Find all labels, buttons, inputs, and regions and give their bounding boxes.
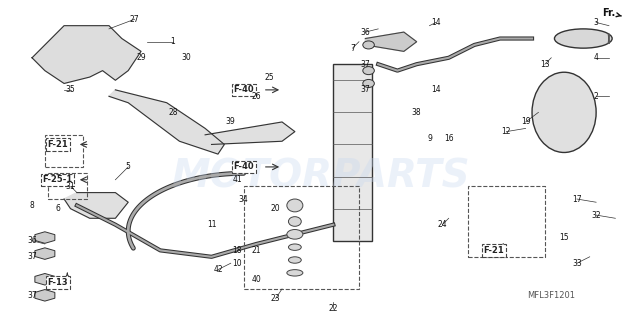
Ellipse shape	[287, 230, 303, 239]
Text: 15: 15	[559, 233, 569, 242]
Text: 36: 36	[27, 236, 37, 245]
Text: 14: 14	[431, 18, 441, 27]
Ellipse shape	[287, 270, 303, 276]
Text: 32: 32	[591, 211, 601, 220]
Text: 10: 10	[232, 259, 242, 268]
Ellipse shape	[363, 41, 374, 49]
Ellipse shape	[288, 257, 301, 263]
Text: F-13: F-13	[47, 278, 68, 287]
Text: 11: 11	[207, 220, 216, 229]
Text: 36: 36	[360, 28, 370, 37]
Text: 27: 27	[129, 15, 140, 24]
Text: 29: 29	[136, 53, 146, 62]
Text: 40: 40	[251, 275, 262, 284]
Text: 17: 17	[572, 195, 582, 204]
Text: MFL3F1201: MFL3F1201	[528, 291, 575, 300]
Text: 9: 9	[427, 134, 432, 143]
Bar	[48, 173, 87, 199]
Bar	[333, 64, 372, 241]
Text: F-40: F-40	[233, 162, 254, 171]
Text: F-25-1: F-25-1	[42, 175, 73, 184]
Bar	[45, 135, 83, 167]
Ellipse shape	[288, 217, 301, 226]
Ellipse shape	[554, 29, 612, 48]
Text: 30: 30	[181, 53, 191, 62]
Text: 8: 8	[29, 201, 35, 210]
Text: 7: 7	[350, 44, 355, 53]
Text: MOTORPARTS: MOTORPARTS	[171, 158, 470, 195]
Text: 20: 20	[271, 204, 281, 213]
Text: 34: 34	[238, 195, 249, 204]
Polygon shape	[64, 193, 128, 218]
Ellipse shape	[532, 72, 596, 152]
Text: 19: 19	[520, 117, 531, 126]
Text: 16: 16	[444, 134, 454, 143]
Text: 2: 2	[594, 92, 599, 101]
Text: 12: 12	[502, 127, 511, 136]
Text: F-21: F-21	[483, 246, 504, 255]
Ellipse shape	[363, 80, 374, 87]
Text: 38: 38	[412, 108, 422, 117]
Text: 42: 42	[213, 265, 223, 274]
Text: 5: 5	[126, 162, 131, 171]
Text: 28: 28	[169, 108, 178, 117]
Text: 4: 4	[594, 53, 599, 62]
Bar	[468, 186, 545, 257]
Polygon shape	[205, 122, 295, 144]
Text: 13: 13	[540, 60, 550, 69]
Text: 31: 31	[65, 182, 76, 191]
Text: 35: 35	[65, 85, 76, 94]
Text: 14: 14	[431, 85, 441, 94]
Polygon shape	[109, 90, 224, 154]
Ellipse shape	[363, 67, 374, 75]
Text: 37: 37	[360, 85, 370, 94]
Text: F-40: F-40	[233, 85, 254, 94]
Ellipse shape	[287, 199, 303, 212]
Text: 1: 1	[171, 37, 176, 46]
Text: 33: 33	[572, 259, 582, 268]
Text: 18: 18	[233, 246, 242, 255]
Text: 24: 24	[437, 220, 447, 229]
Text: 37: 37	[27, 252, 37, 261]
Text: 23: 23	[271, 294, 281, 303]
Text: 37: 37	[27, 291, 37, 300]
Bar	[244, 186, 359, 289]
Text: 21: 21	[252, 246, 261, 255]
Text: 6: 6	[55, 204, 60, 213]
Text: 25: 25	[264, 73, 274, 82]
Text: 39: 39	[226, 117, 236, 126]
Text: 22: 22	[329, 304, 338, 313]
Text: 3: 3	[594, 18, 599, 27]
Text: Fr.: Fr.	[603, 8, 621, 18]
Text: 37: 37	[360, 60, 370, 69]
Text: 41: 41	[232, 175, 242, 184]
Polygon shape	[365, 32, 417, 51]
Ellipse shape	[288, 244, 301, 250]
Text: F-21: F-21	[47, 140, 68, 149]
Polygon shape	[32, 26, 141, 83]
Text: 26: 26	[251, 92, 262, 101]
